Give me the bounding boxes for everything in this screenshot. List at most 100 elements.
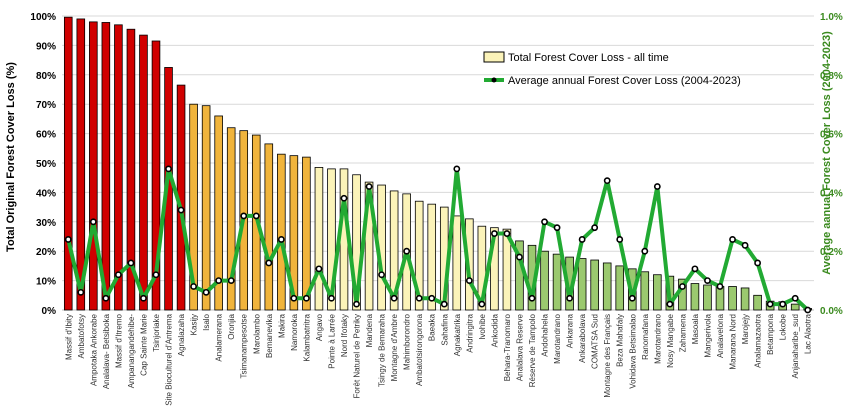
line-point [541,218,548,226]
line-point [403,247,411,255]
x-axis-labels: Massif d'Ibity Ambatofotsy Ampotaka Ankora… [64,313,812,405]
legend-swatch-marker [491,77,497,83]
y-tick-label: 100% [30,12,56,23]
line-point [89,218,97,226]
x-tick-label: Marolambo [252,313,261,354]
x-tick-label: Betampona [766,313,775,354]
line-point [791,294,799,302]
line-point [265,259,273,267]
line-point [628,294,636,302]
bar [490,227,499,311]
bar [101,22,111,311]
y-tick-label: 30% [36,218,56,229]
line-point [390,294,398,302]
bar [477,225,487,311]
line-point [415,294,423,302]
line-point [653,183,661,190]
x-tick-label: Ranomafana [641,313,650,359]
y2-tick-label: 0.8% [820,71,843,82]
bar [602,262,612,311]
line-point [766,300,774,308]
bar [126,28,136,311]
x-tick-label: Manarana Nord [729,314,738,370]
x-tick-label: Kalambatritra [302,313,311,361]
line-point [478,300,486,308]
x-tick-label: Agnalazaha [177,313,186,356]
line-point [465,277,473,284]
x-tick-label: Zahamena [678,313,687,352]
y-axis-right: 0.0% 0.2% 0.4% 0.6% 0.8% 1.0% [820,12,843,317]
x-tick-label: Andringitra [465,313,474,352]
bar [703,284,712,311]
bar [590,259,599,311]
x-tick-label: Massif d'Ibity [64,314,73,360]
x-tick-label: Baeaka [428,313,437,341]
x-tick-label: Montagne d'Ambre [390,313,399,381]
line-point [64,236,72,243]
line-point [378,271,385,279]
line-point [277,236,285,243]
line-point [616,236,624,243]
x-tick-label: Ambatotsirongorona [415,313,424,386]
x-tick-label: Cap Sainte Marie [139,313,148,375]
line-point [177,206,185,214]
line-point [666,300,674,308]
x-tick-label: Nosy Mangabe [666,313,675,367]
line-point [516,253,523,261]
line-point [440,300,448,308]
y2-tick-label: 0.2% [820,247,843,258]
bar [151,40,161,311]
bar [552,253,562,311]
bar [76,18,86,311]
line-series [64,165,812,314]
x-tick-label: Site Bioculturel d'Antrema [165,313,174,405]
bar [753,294,762,311]
bar [277,153,286,311]
bar [427,203,437,311]
x-tick-label: Behara-Tranomaro [503,313,512,381]
y2-tick-label: 0.4% [820,188,843,199]
legend-label-line: Average annual Forest Cover Loss (2004-2… [508,75,741,87]
line-point [215,277,223,284]
line-point [716,283,724,290]
bar [114,24,123,311]
line-point [679,283,686,290]
bar [189,103,198,311]
line-point [754,259,761,267]
x-tick-label: Massif d'Itremo [114,313,123,368]
x-tick-label: Bemanevika [265,313,274,358]
x-tick-label: Analamerana [215,313,224,361]
x-tick-label: Kasijy [190,314,199,335]
line-point [77,288,85,296]
bar-series [63,16,813,311]
y-tick-label: 50% [36,159,56,170]
line-point [503,230,511,237]
x-tick-label: Ankarabolava [578,313,587,362]
bar [540,250,549,311]
x-tick-label: Tsimanampesotse [240,313,249,378]
line-point [202,288,210,296]
y2-tick-label: 1.0% [820,12,843,23]
x-tick-label: Analalava Reserve [515,313,524,381]
bar [264,143,274,311]
line-point [603,177,611,185]
y-tick-label: 10% [36,277,56,288]
x-tick-label: Marotandrano [653,313,662,363]
line-point [328,294,335,302]
bar [640,271,650,311]
x-tick-label: Mangerivola [703,313,712,357]
y2-tick-label: 0.6% [820,130,843,141]
line-point [165,165,172,173]
bar [414,200,424,311]
x-tick-label: Analalava- Betsiboka [102,313,111,389]
bar [615,265,625,311]
line-point [115,271,122,279]
bar [389,190,399,311]
bar [653,274,662,311]
y-tick-label: 90% [36,41,56,52]
y-tick-label: 60% [36,130,56,141]
legend-swatch-bar [483,51,505,63]
bar [790,303,800,311]
x-tick-label: Tsinjoriake [152,313,161,351]
